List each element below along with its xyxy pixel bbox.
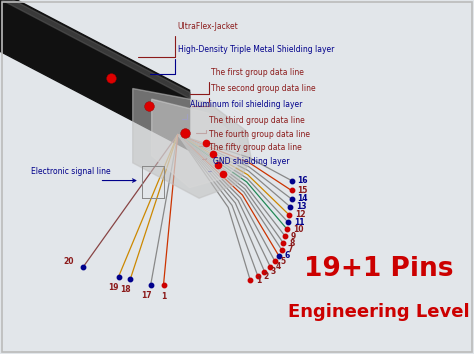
- Text: 19: 19: [109, 283, 119, 292]
- Text: 18: 18: [120, 285, 131, 294]
- Text: 1: 1: [161, 292, 166, 301]
- Text: 5: 5: [281, 257, 286, 266]
- Text: Aluminum foil shielding layer: Aluminum foil shielding layer: [190, 100, 302, 109]
- Text: 8: 8: [289, 239, 294, 248]
- Text: 20: 20: [63, 257, 73, 266]
- Text: 4: 4: [276, 262, 281, 271]
- Text: High-Density Triple Metal Shielding layer: High-Density Triple Metal Shielding laye…: [178, 45, 334, 54]
- Text: 11: 11: [294, 218, 304, 227]
- Text: 19+1 Pins: 19+1 Pins: [304, 256, 454, 282]
- Text: 15: 15: [297, 186, 308, 195]
- Text: GND shielding layer: GND shielding layer: [213, 157, 290, 166]
- Text: 1: 1: [256, 276, 261, 285]
- Text: 2: 2: [264, 272, 269, 281]
- Text: The fourth group data line: The fourth group data line: [209, 130, 310, 139]
- Text: The first group data line: The first group data line: [211, 68, 304, 77]
- Text: 10: 10: [293, 225, 303, 234]
- Text: 3: 3: [270, 267, 275, 276]
- Polygon shape: [0, 0, 190, 150]
- Text: The third group data line: The third group data line: [209, 116, 304, 125]
- Text: 14: 14: [297, 194, 308, 204]
- Polygon shape: [133, 88, 251, 198]
- Text: Engineering Level: Engineering Level: [288, 303, 470, 320]
- Text: 16: 16: [297, 176, 308, 185]
- Polygon shape: [152, 99, 242, 188]
- Text: 7: 7: [287, 245, 292, 254]
- Text: 6: 6: [284, 251, 290, 260]
- Text: 9: 9: [291, 232, 296, 241]
- Text: 17: 17: [141, 291, 151, 300]
- Text: Electronic signal line: Electronic signal line: [31, 167, 110, 176]
- Text: The fifty group data line: The fifty group data line: [209, 143, 301, 152]
- Text: The second group data line: The second group data line: [211, 84, 316, 93]
- Text: UltraFlex-Jacket: UltraFlex-Jacket: [178, 22, 238, 31]
- Text: 12: 12: [295, 210, 305, 219]
- Text: 13: 13: [296, 202, 306, 211]
